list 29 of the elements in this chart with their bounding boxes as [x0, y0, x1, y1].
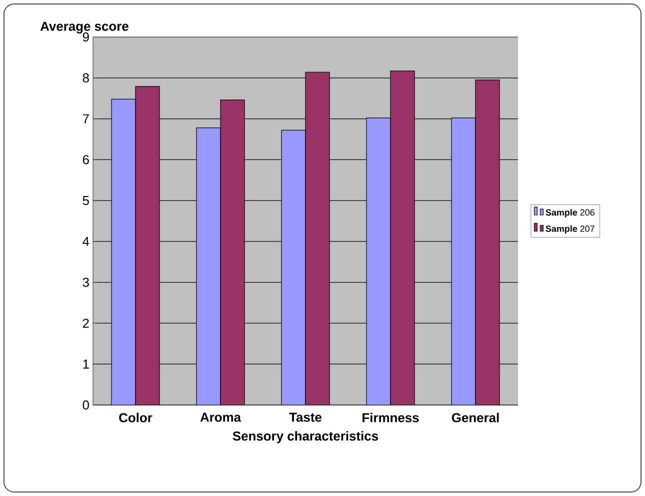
y-tick-label: 8 — [82, 73, 89, 82]
bar — [366, 118, 391, 405]
x-tick-label: General — [452, 412, 499, 422]
y-tick-label: 1 — [83, 360, 89, 369]
bar — [135, 86, 160, 405]
y-tick-label: 2 — [82, 318, 89, 328]
y-tick-label: 5 — [82, 196, 89, 206]
y-tick-label: 7 — [82, 114, 89, 124]
bar — [305, 72, 330, 405]
bar — [220, 100, 245, 405]
y-tick-label: 3 — [82, 278, 89, 287]
bar — [111, 98, 136, 405]
bar — [281, 130, 306, 405]
x-tick-label: Firmness — [362, 412, 419, 422]
bar — [196, 127, 221, 405]
y-tick-label: 6 — [82, 155, 89, 164]
bar — [475, 80, 500, 405]
bar — [451, 118, 476, 405]
x-axis-title: Sensory characteristics — [232, 431, 378, 444]
legend-label: Sample 206 — [546, 209, 594, 218]
x-tick-label: Aroma — [200, 412, 242, 422]
y-tick-label: 9 — [82, 32, 89, 42]
x-tick-label: Taste — [289, 412, 322, 422]
y-axis-title: Average score — [40, 22, 128, 34]
x-tick-label: Color — [119, 412, 152, 422]
bar — [390, 70, 415, 405]
y-tick-label: 0 — [82, 400, 89, 410]
legend-label: Sample 207 — [546, 225, 594, 234]
y-tick-label: 4 — [82, 236, 90, 246]
